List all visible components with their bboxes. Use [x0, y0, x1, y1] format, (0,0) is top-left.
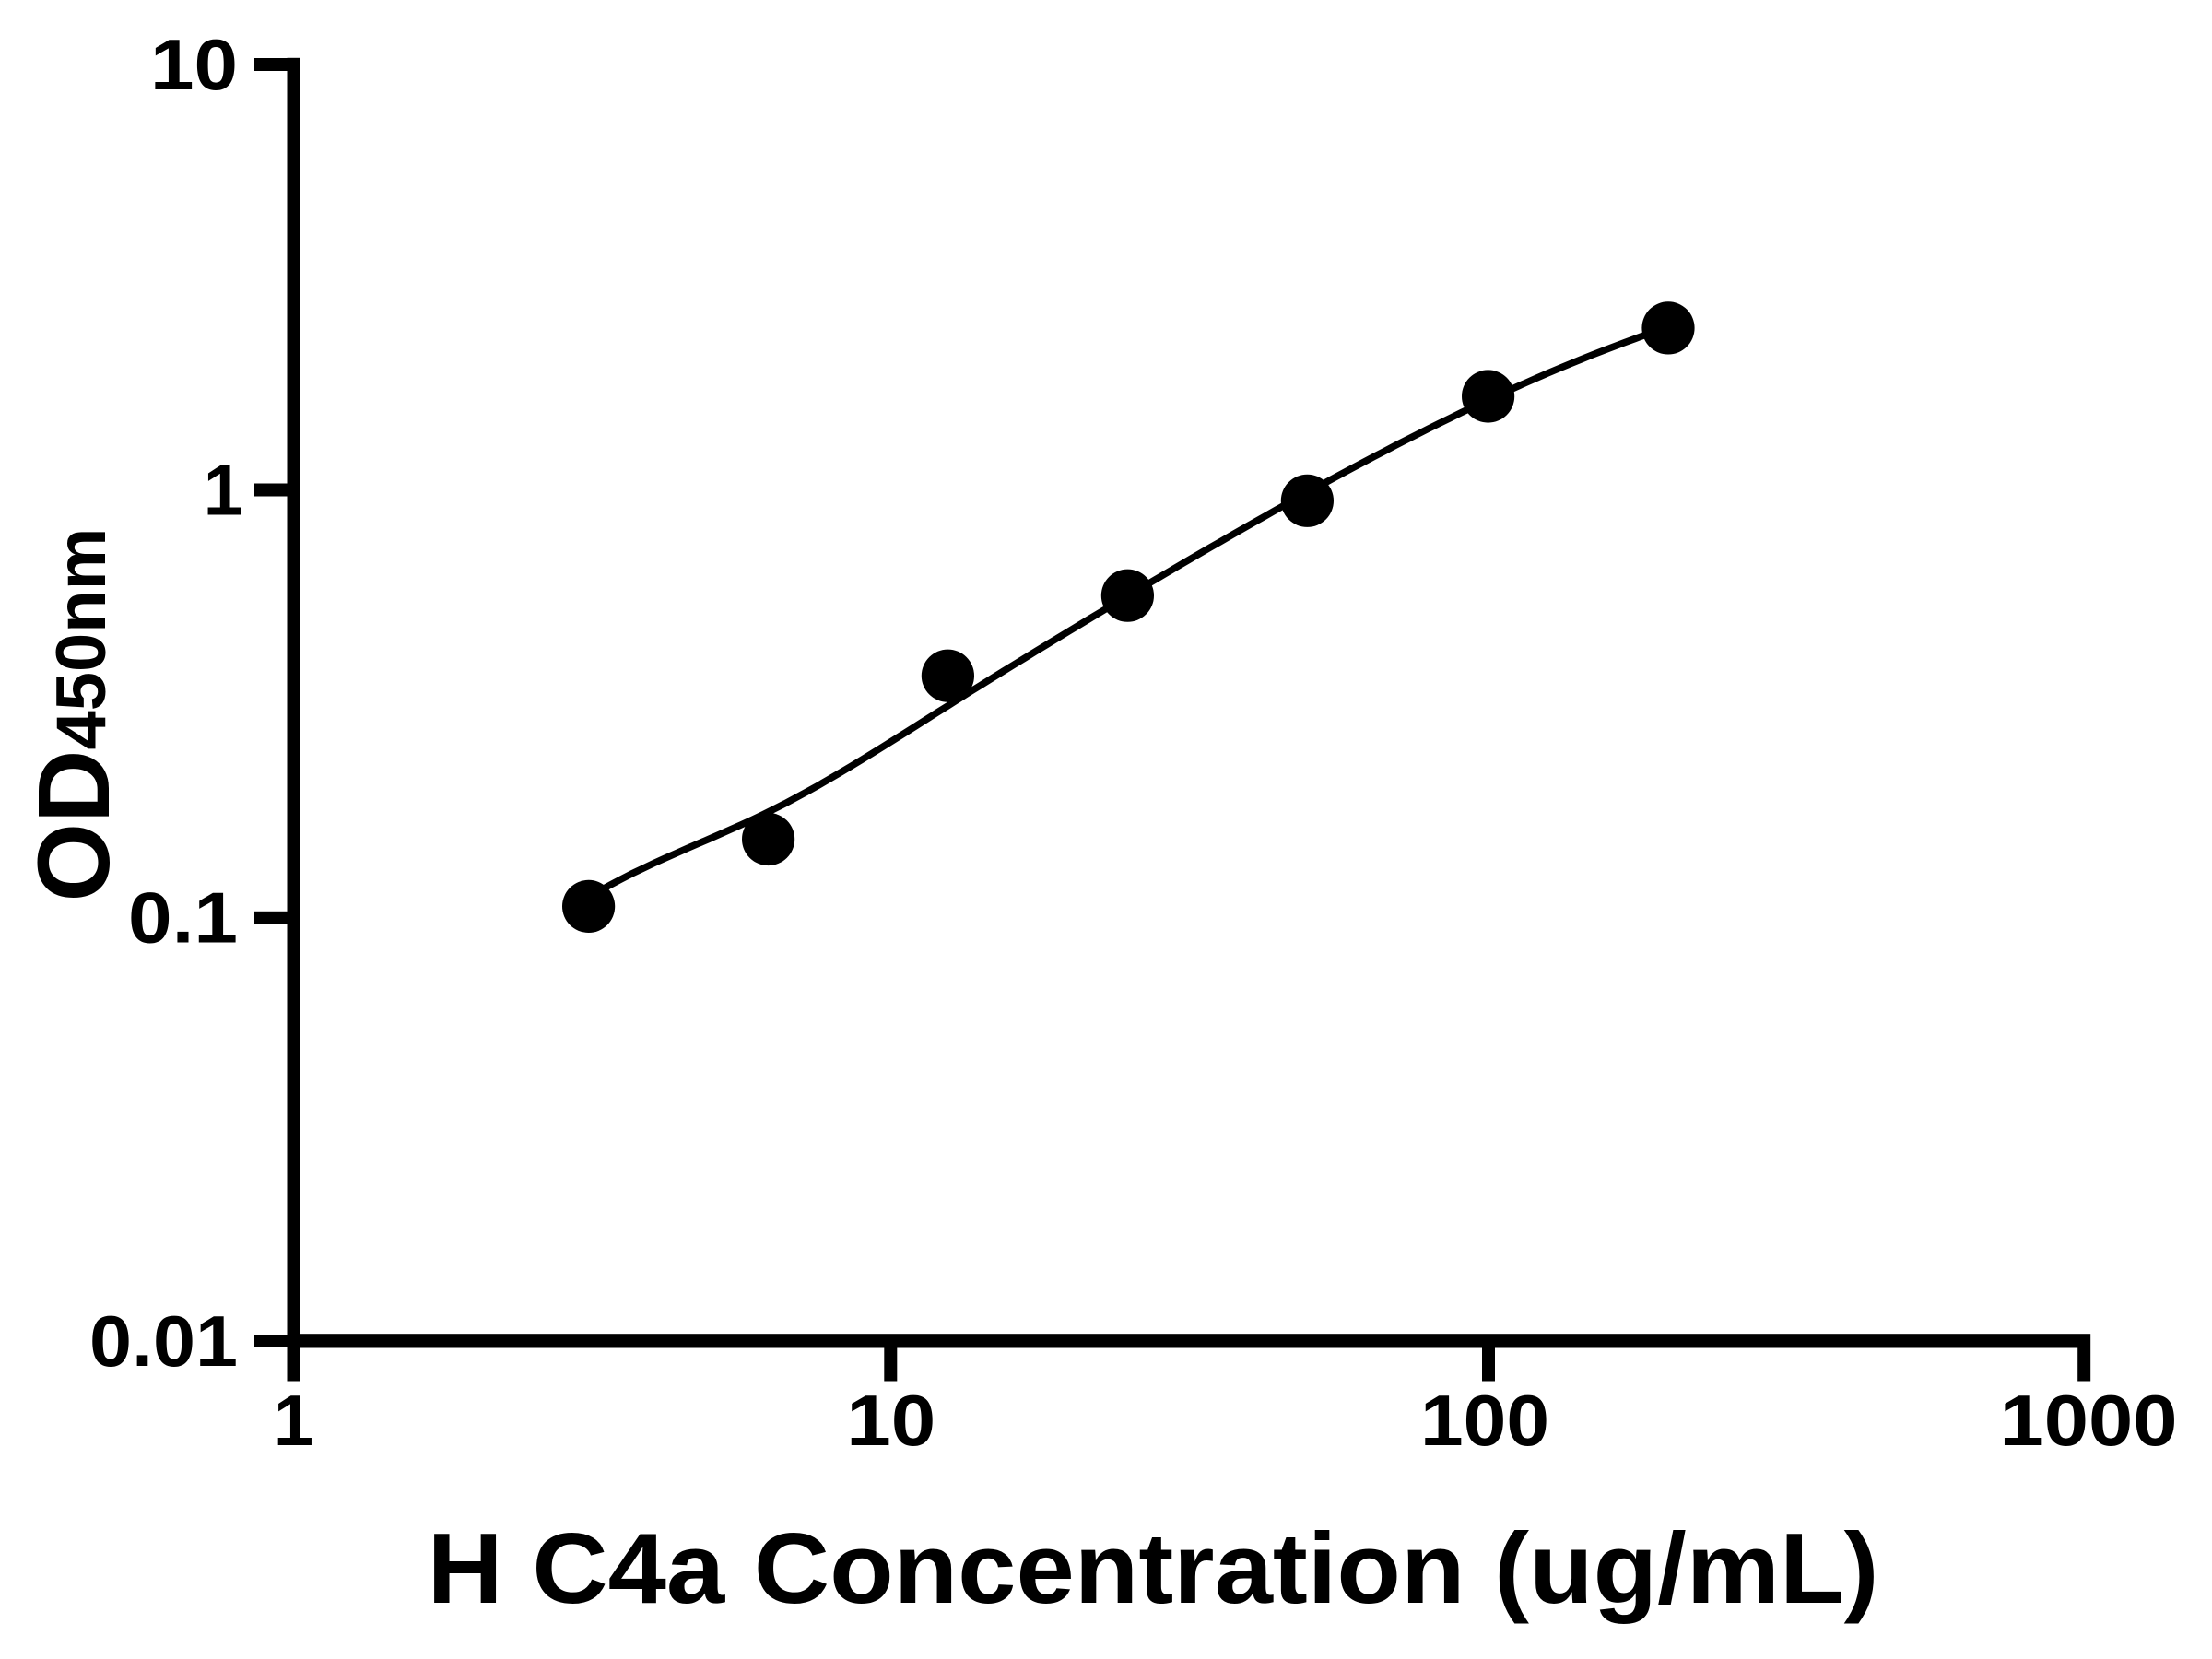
svg-text:10: 10	[846, 1380, 935, 1461]
svg-text:10: 10	[150, 24, 238, 105]
svg-text:1000: 1000	[2000, 1380, 2178, 1461]
svg-text:0.1: 0.1	[128, 877, 238, 959]
svg-text:H C4a Concentration (ug/mL): H C4a Concentration (ug/mL)	[428, 1512, 1879, 1625]
svg-text:100: 100	[1420, 1380, 1549, 1461]
svg-text:1: 1	[274, 1380, 313, 1461]
svg-text:1: 1	[204, 449, 243, 530]
svg-text:0.01: 0.01	[89, 1300, 238, 1382]
